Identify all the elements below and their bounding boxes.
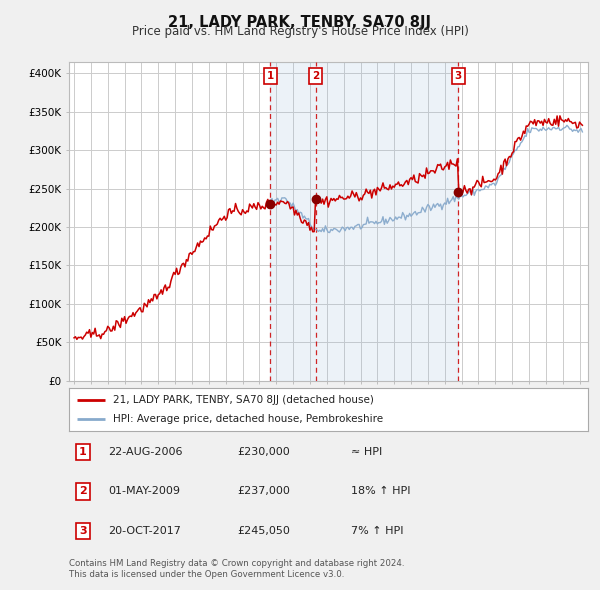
Text: Price paid vs. HM Land Registry's House Price Index (HPI): Price paid vs. HM Land Registry's House … (131, 25, 469, 38)
Text: 1: 1 (266, 71, 274, 81)
Bar (270, 62, 458, 381)
Text: HPI: Average price, detached house, Pembrokeshire: HPI: Average price, detached house, Pemb… (113, 414, 383, 424)
Text: 3: 3 (79, 526, 86, 536)
Text: £230,000: £230,000 (237, 447, 290, 457)
Text: 18% ↑ HPI: 18% ↑ HPI (351, 487, 410, 496)
Text: 01-MAY-2009: 01-MAY-2009 (108, 487, 180, 496)
Text: 21, LADY PARK, TENBY, SA70 8JJ: 21, LADY PARK, TENBY, SA70 8JJ (169, 15, 431, 30)
Text: ≈ HPI: ≈ HPI (351, 447, 382, 457)
Text: 2: 2 (79, 487, 86, 496)
Text: 7% ↑ HPI: 7% ↑ HPI (351, 526, 404, 536)
Text: 2: 2 (312, 71, 319, 81)
Text: 3: 3 (455, 71, 462, 81)
Text: 1: 1 (79, 447, 86, 457)
Text: 21, LADY PARK, TENBY, SA70 8JJ (detached house): 21, LADY PARK, TENBY, SA70 8JJ (detached… (113, 395, 374, 405)
Text: £237,000: £237,000 (237, 487, 290, 496)
Text: 20-OCT-2017: 20-OCT-2017 (108, 526, 181, 536)
Text: £245,050: £245,050 (237, 526, 290, 536)
Text: 22-AUG-2006: 22-AUG-2006 (108, 447, 182, 457)
Text: Contains HM Land Registry data © Crown copyright and database right 2024.
This d: Contains HM Land Registry data © Crown c… (69, 559, 404, 579)
